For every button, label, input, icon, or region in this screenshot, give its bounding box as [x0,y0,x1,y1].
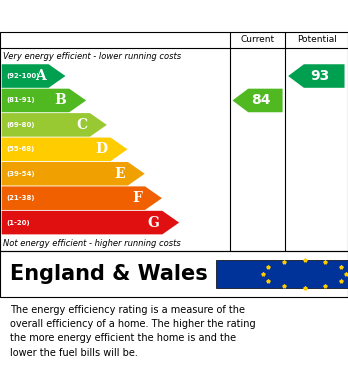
Polygon shape [2,162,145,185]
Text: C: C [76,118,87,132]
Text: (92-100): (92-100) [6,73,39,79]
Text: (21-38): (21-38) [6,195,34,201]
Text: (69-80): (69-80) [6,122,34,128]
Polygon shape [2,138,127,161]
Text: G: G [148,215,159,230]
Text: Current: Current [240,36,275,45]
Text: 93: 93 [310,69,329,83]
Text: Very energy efficient - lower running costs: Very energy efficient - lower running co… [3,52,182,61]
Text: (39-54): (39-54) [6,171,34,177]
Polygon shape [2,187,162,210]
Text: Potential: Potential [297,36,337,45]
Polygon shape [232,89,283,112]
Text: F: F [133,191,142,205]
Polygon shape [2,211,179,234]
Text: D: D [96,142,108,156]
Text: Not energy efficient - higher running costs: Not energy efficient - higher running co… [3,239,181,248]
Text: A: A [35,69,46,83]
Text: (81-91): (81-91) [6,97,34,104]
Polygon shape [2,89,86,112]
Polygon shape [288,64,345,88]
Text: The energy efficiency rating is a measure of the
overall efficiency of a home. T: The energy efficiency rating is a measur… [10,305,256,358]
Text: B: B [55,93,66,108]
Text: (55-68): (55-68) [6,146,34,152]
Text: Energy Efficiency Rating: Energy Efficiency Rating [10,9,220,23]
Text: E: E [114,167,125,181]
FancyBboxPatch shape [216,260,348,288]
Polygon shape [2,64,65,88]
Polygon shape [2,113,107,137]
Text: England & Wales: England & Wales [10,264,208,284]
Text: EU Directive
2002/91/EC: EU Directive 2002/91/EC [219,262,279,286]
Text: (1-20): (1-20) [6,220,30,226]
Text: 84: 84 [251,93,270,108]
